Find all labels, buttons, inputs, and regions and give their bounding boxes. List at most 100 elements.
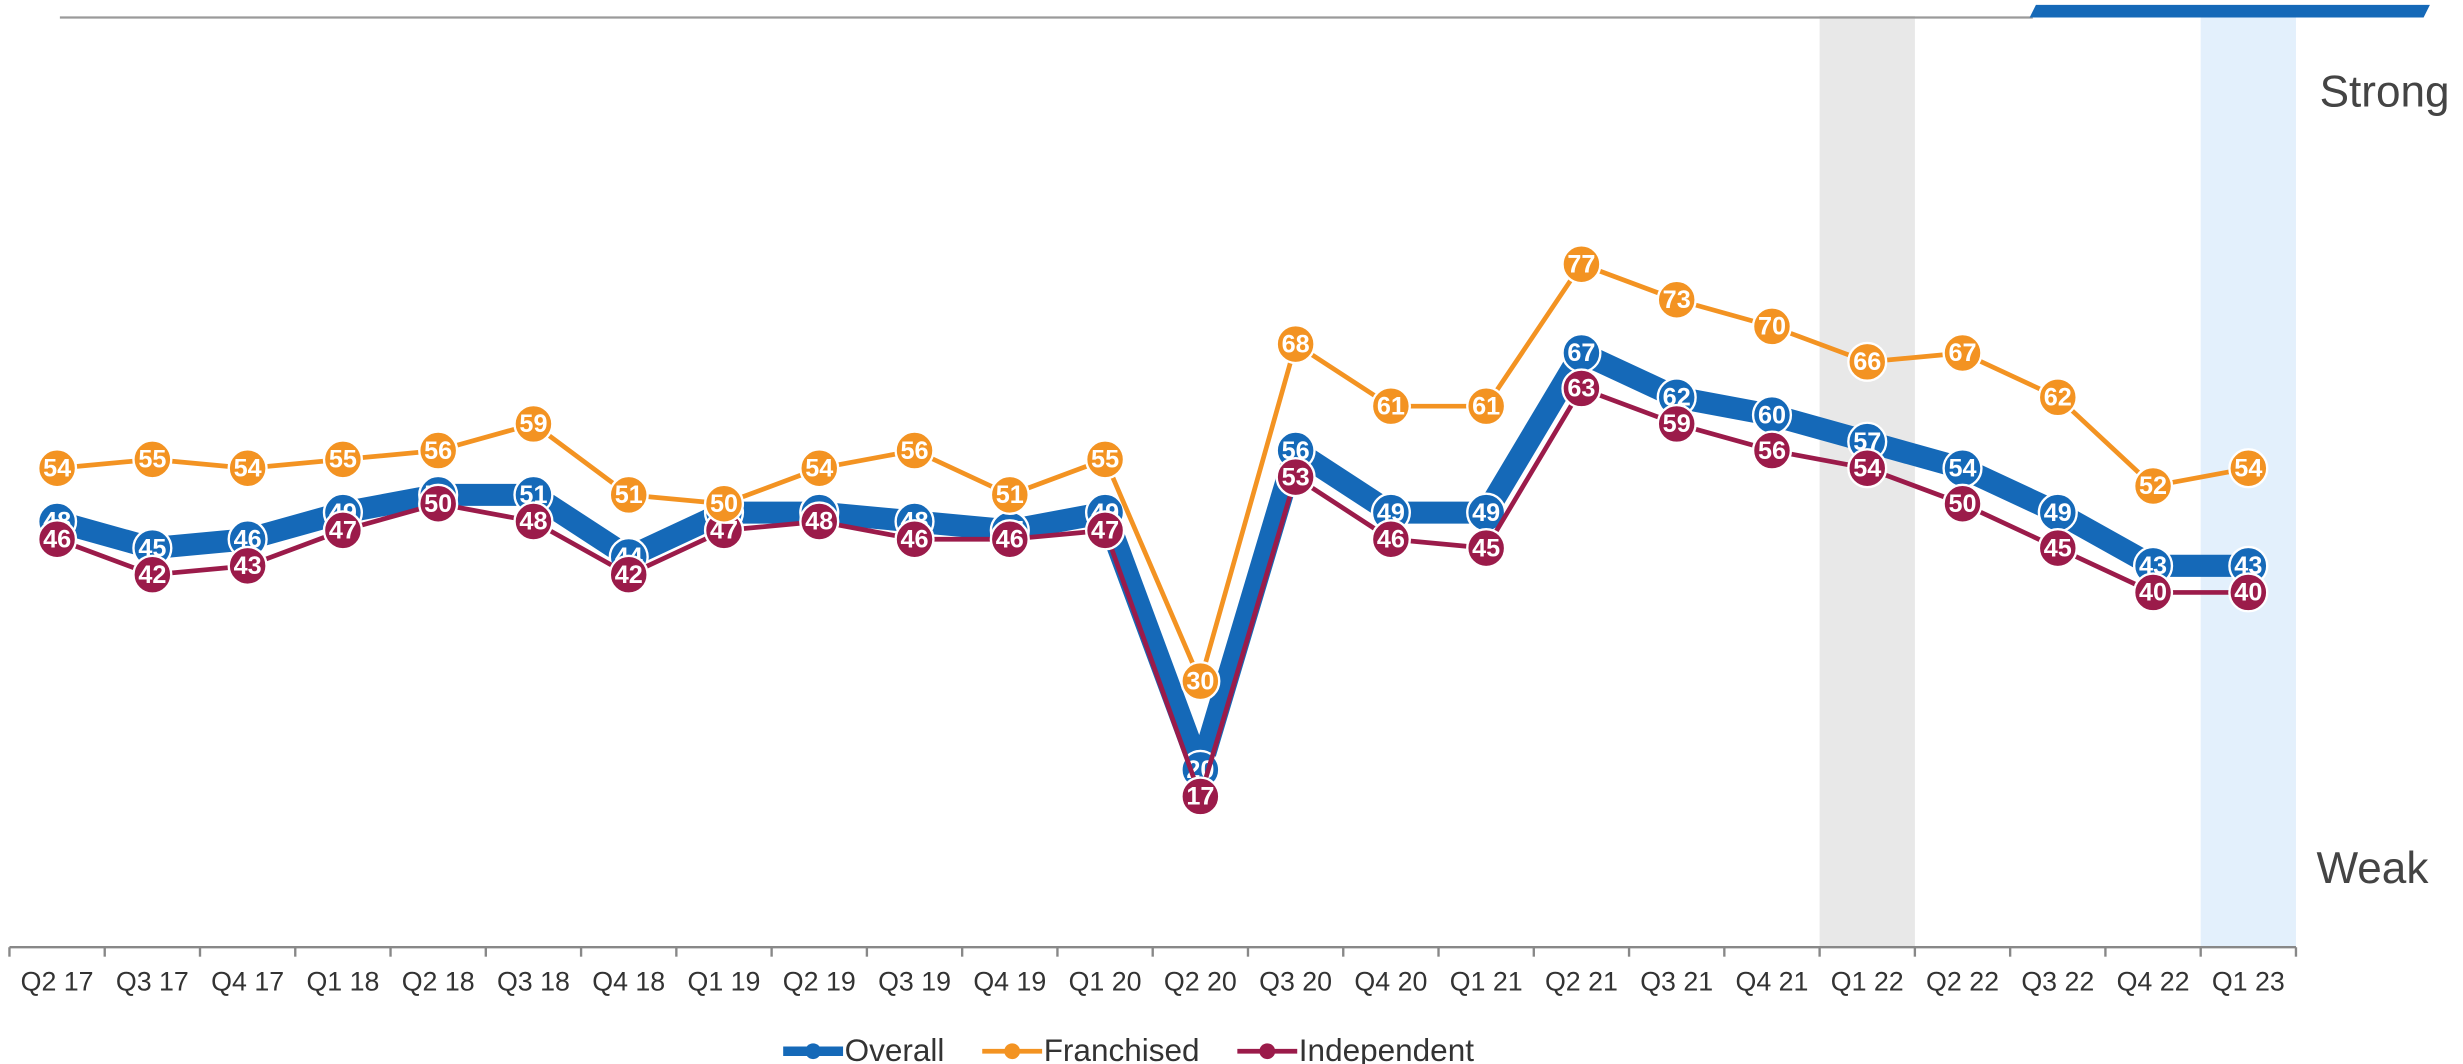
x-tick-label: Q2 20: [1164, 967, 1237, 997]
data-label: 54: [1948, 455, 1976, 483]
data-label: 42: [138, 561, 166, 589]
data-label: 60: [1758, 401, 1786, 429]
data-label: 51: [615, 481, 643, 509]
data-label: 49: [1472, 499, 1500, 527]
x-tick-label: Q4 20: [1354, 967, 1427, 997]
data-label: 46: [901, 525, 929, 553]
point-marker: [1847, 448, 1888, 489]
data-label: 56: [1758, 437, 1786, 465]
x-tick-label: Q2 22: [1926, 967, 1999, 997]
x-tick-label: Q3 21: [1640, 967, 1713, 997]
point-marker: [1942, 483, 1983, 524]
x-tick-label: Q4 22: [2117, 967, 2190, 997]
x-tick-label: Q2 19: [783, 967, 856, 997]
point-marker: [1656, 403, 1697, 445]
point-marker: [1561, 368, 1602, 409]
data-label: 62: [2044, 384, 2072, 412]
data-label: 63: [1567, 375, 1595, 403]
data-label: 61: [1472, 392, 1500, 420]
point-marker: [608, 554, 649, 595]
point-marker: [322, 510, 363, 551]
data-label: 40: [2139, 579, 2167, 607]
data-label: 59: [1663, 410, 1691, 438]
data-label: 56: [424, 437, 452, 465]
x-tick-label: Q1 19: [688, 967, 761, 997]
point-marker: [1084, 439, 1126, 480]
data-label: 68: [1282, 330, 1310, 358]
top-accent: [2029, 4, 2430, 18]
strong-label: Strong: [2320, 67, 2450, 116]
data-label: 45: [1472, 534, 1500, 562]
data-label: 61: [1377, 392, 1405, 420]
data-label: 55: [1091, 446, 1119, 474]
data-label: 55: [329, 446, 357, 474]
x-tick-label: Q4 17: [211, 967, 284, 997]
data-label: 49: [2044, 499, 2072, 527]
data-label: 54: [805, 455, 833, 483]
weak-label: Weak: [2316, 844, 2429, 893]
point-marker: [1275, 324, 1316, 365]
x-tick-label: Q3 17: [116, 967, 189, 997]
data-label: 70: [1758, 313, 1786, 341]
data-label: 52: [2139, 472, 2167, 500]
point-marker: [36, 448, 78, 489]
data-label: 54: [2234, 455, 2262, 483]
point-marker: [227, 545, 268, 586]
x-tick-label: Q3 19: [878, 967, 951, 997]
data-label: 45: [2044, 534, 2072, 562]
x-tick-label: Q4 21: [1736, 967, 1809, 997]
point-marker: [513, 501, 554, 542]
data-label: 55: [138, 446, 166, 474]
data-label: 54: [1853, 455, 1881, 483]
x-tick-label: Q1 20: [1069, 967, 1142, 997]
data-label: 48: [805, 508, 833, 536]
legend-dot: [805, 1043, 821, 1060]
point-marker: [608, 474, 649, 515]
point-marker: [2037, 528, 2078, 569]
point-marker: [2228, 572, 2269, 613]
point-marker: [1656, 279, 1697, 320]
point-marker: [1751, 430, 1793, 471]
point-marker: [132, 439, 173, 480]
data-label: 46: [43, 525, 71, 553]
data-label: 17: [1186, 783, 1214, 811]
point-marker: [1847, 341, 1888, 382]
point-marker: [1370, 519, 1411, 560]
point-marker: [799, 501, 840, 542]
x-tick-label: Q3 18: [497, 967, 570, 997]
data-label: 54: [43, 455, 71, 483]
data-label: 77: [1567, 251, 1595, 279]
legend-label: Overall: [845, 1032, 945, 1064]
data-label: 50: [1948, 490, 1976, 518]
x-tick-label: Q2 18: [402, 967, 475, 997]
point-marker: [1466, 386, 1507, 427]
data-label: 43: [234, 552, 262, 580]
x-tick-label: Q4 19: [973, 967, 1046, 997]
point-marker: [894, 519, 935, 560]
data-label: 53: [1282, 463, 1310, 491]
point-marker: [132, 554, 173, 595]
data-label: 50: [424, 490, 452, 518]
point-marker: [1466, 528, 1507, 569]
point-marker: [1180, 661, 1221, 702]
data-label: 51: [996, 481, 1024, 509]
point-marker: [2037, 377, 2078, 418]
data-label: 54: [234, 455, 262, 483]
legend-label: Independent: [1299, 1032, 1474, 1064]
x-tick-label: Q2 21: [1545, 967, 1618, 997]
point-marker: [894, 430, 935, 471]
data-label: 30: [1186, 667, 1214, 695]
data-label: 67: [1567, 339, 1595, 367]
x-tick-label: Q3 20: [1259, 967, 1332, 997]
series-line: [54, 341, 2249, 781]
point-marker: [1275, 457, 1316, 498]
point-marker: [1370, 386, 1411, 427]
point-marker: [2132, 572, 2174, 613]
x-tick-label: Q3 22: [2021, 967, 2094, 997]
point-marker: [322, 439, 363, 480]
point-marker: [2132, 465, 2174, 507]
data-label: 67: [1948, 339, 1976, 367]
x-tick-label: Q2 17: [21, 967, 94, 997]
point-marker: [703, 483, 745, 524]
